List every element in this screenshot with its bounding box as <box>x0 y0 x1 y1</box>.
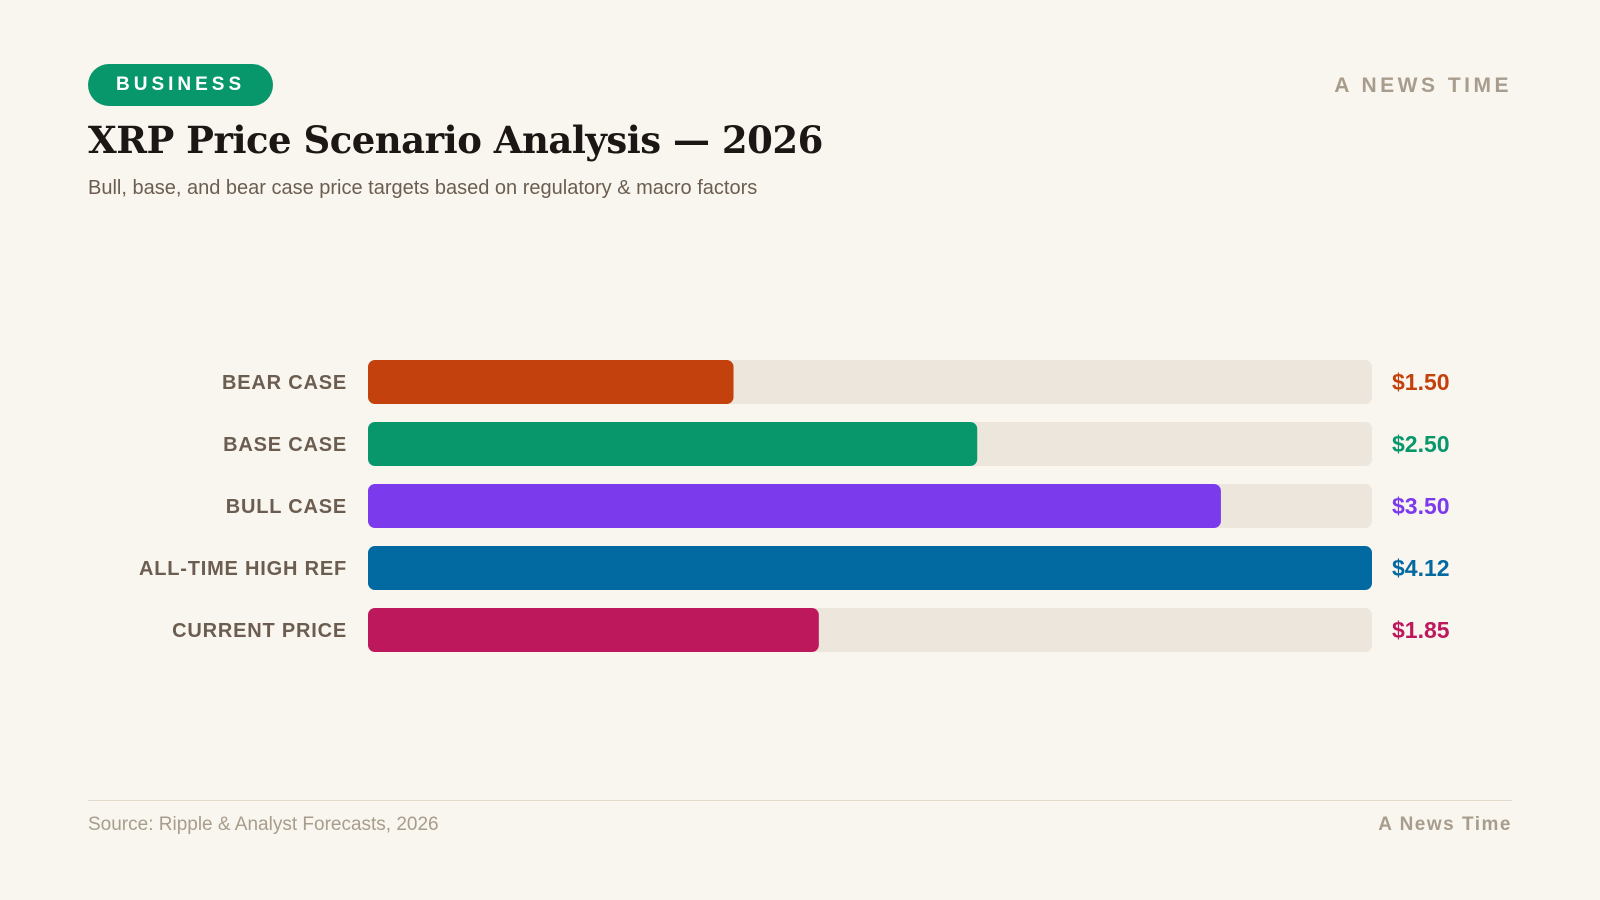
category-label-bull-case: BULL CASE <box>226 496 347 518</box>
category-badge: BUSINESS <box>88 64 274 106</box>
value-label-bull-case: $3.50 <box>1392 493 1450 519</box>
category-label-all-time-high-ref: ALL-TIME HIGH REF <box>139 558 347 580</box>
chart-subtitle: Bull, base, and bear case price targets … <box>88 177 758 199</box>
brand-name: A NEWS TIME <box>1334 74 1512 97</box>
bar-current-price <box>368 608 819 652</box>
footer-divider <box>88 800 1512 801</box>
chart-title: XRP Price Scenario Analysis — 2026 <box>88 118 823 162</box>
category-label-current-price: CURRENT PRICE <box>172 620 347 642</box>
category-label-bear-case: BEAR CASE <box>222 372 347 394</box>
value-label-bear-case: $1.50 <box>1392 369 1450 395</box>
value-label-base-case: $2.50 <box>1392 431 1450 457</box>
value-label-current-price: $1.85 <box>1392 617 1450 643</box>
value-label-all-time-high-ref: $4.12 <box>1392 555 1450 581</box>
footer-brand: A News Time <box>1378 814 1512 835</box>
bar-base-case <box>368 422 978 466</box>
bar-bear-case <box>368 360 734 404</box>
source-note: Source: Ripple & Analyst Forecasts, 2026 <box>88 814 439 835</box>
bar-all-time-high-ref <box>368 546 1372 590</box>
category-label-base-case: BASE CASE <box>223 434 347 456</box>
bar-bull-case <box>368 484 1221 528</box>
